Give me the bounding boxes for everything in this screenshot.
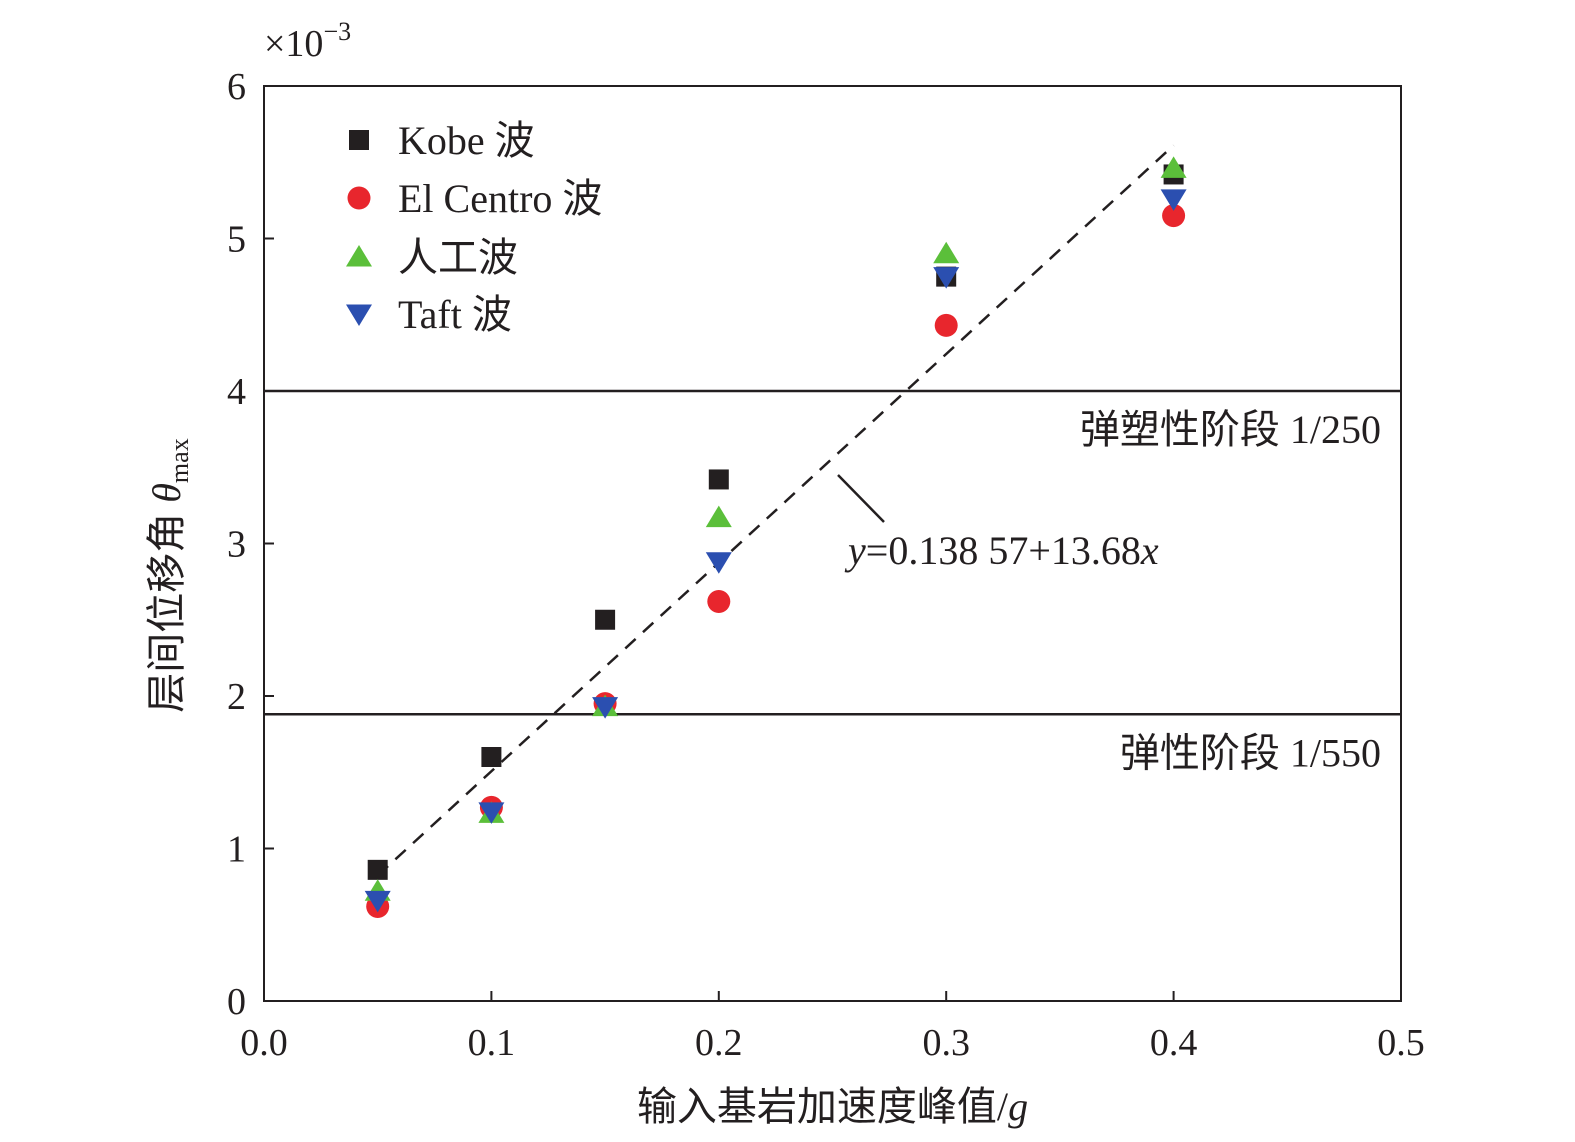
legend-label: El Centro 波 <box>398 176 602 221</box>
x-axis-title-main: 输入基岩加速度峰值/ <box>637 1084 1009 1129</box>
legend-label: Kobe 波 <box>398 118 535 163</box>
fit-annotation: y=0.138 57+13.68x <box>837 474 1159 573</box>
legend-entry: Taft 波 <box>346 292 512 337</box>
fit-leader-line <box>837 474 885 523</box>
fit-equation-body: =0.138 57+13.68 <box>866 528 1141 573</box>
y-axis-title-symbol: θ <box>144 483 189 503</box>
data-point <box>707 589 731 613</box>
x-tick-label: 0.0 <box>240 1022 288 1064</box>
y-axis-title-main: 层间位移角 <box>144 503 189 713</box>
legend-marker <box>346 245 372 267</box>
data-point <box>481 747 502 767</box>
data-point <box>367 859 388 880</box>
legend-marker <box>349 130 369 150</box>
legend-entry: 人工波 <box>346 235 518 280</box>
fit-line <box>376 144 1175 877</box>
threshold-label: 弹性阶段 1/550 <box>1120 730 1381 775</box>
plot-frame <box>263 85 1402 1002</box>
series-3 <box>364 189 1187 913</box>
y-tick-label: 5 <box>227 219 246 261</box>
x-tick-label: 0.4 <box>1150 1022 1198 1064</box>
legend-entry: El Centro 波 <box>347 176 602 221</box>
plot-frame-group <box>263 85 1402 1002</box>
data-point <box>595 609 616 630</box>
y-tick-label: 1 <box>227 829 246 871</box>
y-axis: 0 1 2 3 4 5 6 <box>227 66 274 1023</box>
x-tick-label: 0.3 <box>922 1022 970 1064</box>
legend-entry: Kobe 波 <box>349 118 535 163</box>
data-point <box>933 267 960 289</box>
y-tick-label: 2 <box>227 676 246 718</box>
legend-label: Taft 波 <box>398 292 512 337</box>
data-point <box>934 313 958 337</box>
data-point <box>933 241 960 264</box>
y-tick-label: 3 <box>227 524 246 566</box>
scale-base: ×10 <box>264 23 323 65</box>
data-point <box>1160 189 1187 211</box>
y-tick-label: 6 <box>227 66 246 108</box>
fit-equation-tail: x <box>1140 528 1159 573</box>
data-point <box>705 552 732 574</box>
y-tick-label: 0 <box>227 981 246 1023</box>
data-point <box>708 469 729 490</box>
y-scale-multiplier: ×10−3 <box>264 17 351 65</box>
data-markers <box>364 156 1187 918</box>
x-tick-label: 0.1 <box>468 1022 516 1064</box>
data-point <box>478 802 505 824</box>
data-point <box>364 890 391 913</box>
threshold-label: 弹塑性阶段 1/250 <box>1080 407 1381 452</box>
scale-exponent: −3 <box>323 17 351 46</box>
threshold-lines <box>264 389 1401 716</box>
legend-label: 人工波 <box>398 235 518 280</box>
y-tick-label: 4 <box>227 371 246 413</box>
fit-equation-var: y <box>844 528 866 573</box>
legend-marker <box>347 186 371 210</box>
x-tick-label: 0.5 <box>1377 1022 1425 1064</box>
data-point <box>592 697 619 719</box>
fit-equation: y=0.138 57+13.68x <box>844 528 1159 573</box>
x-axis: 0.0 0.1 0.2 0.3 0.4 0.5 <box>240 991 1425 1064</box>
data-point <box>705 505 732 528</box>
y-axis-title: 层间位移角 θmax <box>144 438 194 712</box>
data-point <box>1162 204 1186 228</box>
legend-marker <box>346 304 372 326</box>
fit-line-group <box>376 144 1175 877</box>
y-axis-title-sub: max <box>165 438 194 483</box>
threshold-labels: 弹塑性阶段 1/250 弹性阶段 1/550 <box>1080 407 1381 775</box>
x-tick-label: 0.2 <box>695 1022 743 1064</box>
data-point <box>1160 156 1187 178</box>
x-axis-title-unit: g <box>1008 1084 1028 1129</box>
x-axis-title: 输入基岩加速度峰值/g <box>637 1084 1028 1129</box>
